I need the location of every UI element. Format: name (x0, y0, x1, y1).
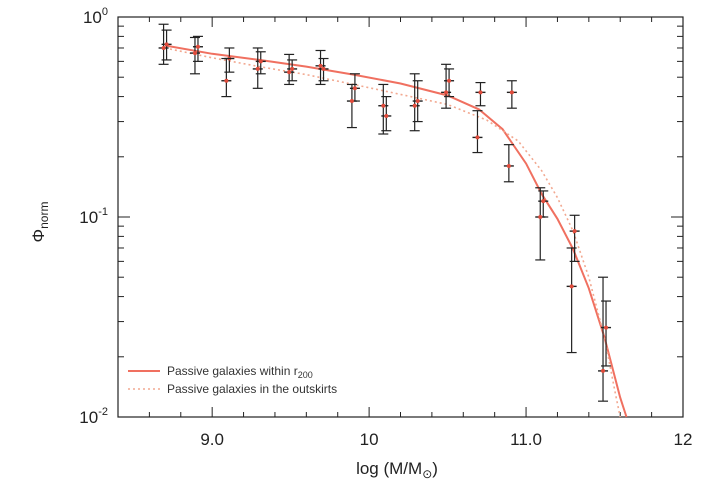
data-point-outskirts (284, 53, 295, 86)
point-dot (224, 78, 229, 83)
point-dot (287, 70, 292, 75)
point-dot (195, 44, 200, 49)
data-point-outskirts (441, 63, 452, 109)
point-dot (506, 163, 511, 168)
y-tick-exponent: -1 (98, 206, 108, 218)
point-dot (541, 199, 546, 204)
y-tick-base: 10 (79, 408, 98, 427)
legend-label-within: Passive galaxies within r200 (167, 364, 313, 380)
data-point-outskirts (315, 49, 326, 86)
legend-label-outskirts: Passive galaxies in the outskirts (167, 382, 337, 396)
point-dot (412, 103, 417, 108)
fit-curves (164, 44, 628, 418)
legend-label-within-main: Passive galaxies within r (167, 364, 298, 378)
data-point-outskirts (535, 187, 546, 261)
y-tick-exponent: -2 (98, 406, 108, 418)
point-dot (321, 66, 326, 71)
point-dot (255, 66, 260, 71)
point-dot (161, 45, 166, 50)
y-axis-ticks (118, 25, 683, 418)
x-tick-label: 11.0 (510, 430, 542, 449)
x-tick-label: 10 (360, 430, 379, 449)
point-dot (290, 66, 295, 71)
y-tick-label: 100 (83, 6, 108, 27)
y-tick-base: 10 (79, 208, 98, 227)
data-point-outskirts (566, 247, 577, 354)
data-point-outskirts (472, 110, 483, 154)
x-axis-label: log (M/M⊙) (356, 459, 438, 481)
point-dot (164, 42, 169, 47)
y-axis-label: Φnorm (29, 202, 51, 243)
plot-frame (117, 16, 684, 418)
x-axis-ticks (148, 17, 653, 417)
point-dot (384, 113, 389, 118)
point-dot (447, 78, 452, 83)
y-axis-label-main: Φ (29, 229, 48, 243)
data-point-outskirts (346, 83, 357, 129)
x-tick-label: 12 (674, 430, 693, 449)
point-dot (381, 103, 386, 108)
point-dot (569, 284, 574, 289)
data-point-outskirts (221, 57, 232, 98)
y-axis-label-sub: norm (37, 202, 51, 229)
data-points (158, 23, 612, 402)
data-point-within (349, 73, 360, 102)
point-dot (192, 51, 197, 56)
x-axis-tick-labels: 9.0 10 11.0 12 (200, 430, 692, 449)
point-dot (352, 86, 357, 91)
x-axis-label-close: ) (432, 459, 438, 478)
fit-curve-within (164, 44, 628, 418)
legend-label-within-sub: 200 (298, 370, 313, 380)
point-dot (478, 90, 483, 95)
point-dot (538, 215, 543, 219)
data-point-outskirts (158, 23, 169, 65)
data-point-outskirts (598, 276, 609, 402)
x-axis-label-sub: ⊙ (422, 467, 432, 481)
data-point-outskirts (189, 36, 200, 75)
point-dot (258, 59, 263, 64)
y-tick-label: 10-2 (79, 406, 108, 427)
legend: Passive galaxies within r200 Passive gal… (128, 364, 337, 396)
point-dot (318, 63, 323, 68)
y-tick-label: 10-1 (79, 206, 108, 227)
point-dot (604, 325, 609, 330)
point-dot (509, 90, 514, 95)
x-axis-label-main: log (M/M (356, 459, 422, 478)
data-point-outskirts (378, 83, 389, 135)
point-dot (444, 90, 449, 95)
point-dot (475, 135, 480, 140)
point-dot (572, 229, 577, 234)
data-point-within (475, 81, 486, 107)
x-tick-label: 9.0 (200, 430, 224, 449)
data-point-outskirts (409, 73, 420, 132)
y-tick-base: 10 (83, 8, 102, 27)
point-dot (601, 368, 606, 373)
point-dot (415, 99, 420, 104)
data-point-within (506, 80, 517, 109)
data-point-outskirts (252, 47, 263, 89)
data-point-within (569, 214, 580, 262)
point-dot (349, 99, 354, 104)
data-point-outskirts (503, 144, 514, 183)
fit-curve-outskirts (164, 47, 621, 418)
y-tick-exponent: 0 (102, 6, 108, 18)
